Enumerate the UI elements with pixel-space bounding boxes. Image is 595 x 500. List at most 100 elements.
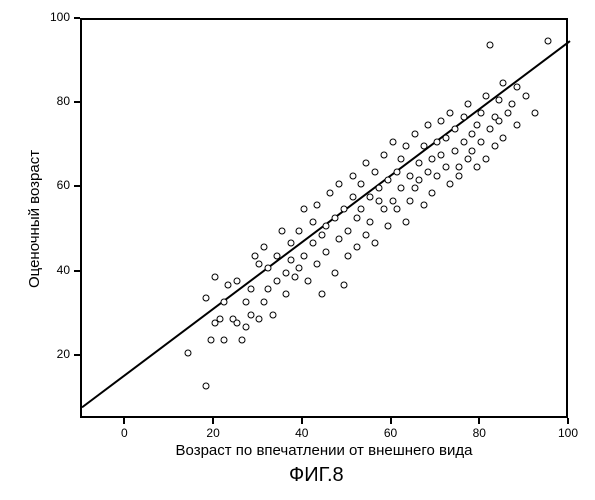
data-point [225, 282, 232, 289]
x-axis-label: Возраст по впечатлении от внешнего вида [174, 442, 474, 459]
data-point [420, 202, 427, 209]
data-point [247, 286, 254, 293]
data-point [469, 147, 476, 154]
data-point [402, 143, 409, 150]
x-tick-label: 60 [381, 426, 401, 440]
data-point [220, 337, 227, 344]
y-tick-label: 40 [46, 263, 70, 277]
data-point [274, 278, 281, 285]
data-point [385, 223, 392, 230]
data-point [323, 248, 330, 255]
data-point [234, 278, 241, 285]
data-point [425, 168, 432, 175]
data-point [380, 206, 387, 213]
data-point [482, 92, 489, 99]
data-point [260, 244, 267, 251]
data-point [260, 299, 267, 306]
data-point [340, 206, 347, 213]
y-axis-label: Оценочный возраст [26, 150, 43, 288]
x-tick-label: 0 [114, 426, 134, 440]
data-point [234, 320, 241, 327]
figure-caption: ФИГ.8 [289, 464, 344, 487]
data-point [362, 160, 369, 167]
data-point [318, 290, 325, 297]
data-point [331, 269, 338, 276]
data-point [398, 185, 405, 192]
x-tick [390, 418, 392, 424]
data-point [496, 97, 503, 104]
data-point [256, 261, 263, 268]
data-point [265, 286, 272, 293]
data-point [269, 311, 276, 318]
data-point [327, 189, 334, 196]
data-point [389, 198, 396, 205]
data-point [207, 337, 214, 344]
data-point [349, 193, 356, 200]
data-point [185, 349, 192, 356]
data-point [442, 164, 449, 171]
data-point [478, 139, 485, 146]
data-point [336, 235, 343, 242]
data-point [407, 198, 414, 205]
data-point [278, 227, 285, 234]
data-point [451, 126, 458, 133]
data-point [407, 172, 414, 179]
x-tick-label: 100 [558, 426, 578, 440]
data-point [287, 240, 294, 247]
data-point [345, 227, 352, 234]
data-point [438, 151, 445, 158]
data-point [416, 177, 423, 184]
data-point [487, 42, 494, 49]
data-point [220, 299, 227, 306]
data-point [354, 214, 361, 221]
data-point [442, 134, 449, 141]
data-point [296, 265, 303, 272]
data-point [473, 164, 480, 171]
data-point [309, 219, 316, 226]
y-tick-label: 100 [46, 10, 70, 24]
data-point [371, 240, 378, 247]
data-point [513, 84, 520, 91]
data-point [385, 177, 392, 184]
data-point [212, 273, 219, 280]
data-point [252, 252, 259, 259]
data-point [336, 181, 343, 188]
data-point [402, 219, 409, 226]
data-point [265, 265, 272, 272]
data-point [349, 172, 356, 179]
data-point [411, 185, 418, 192]
data-point [323, 223, 330, 230]
y-tick [74, 270, 80, 272]
data-point [398, 155, 405, 162]
data-point [362, 231, 369, 238]
y-tick-label: 20 [46, 347, 70, 361]
data-point [203, 383, 210, 390]
data-point [309, 240, 316, 247]
data-point [243, 324, 250, 331]
data-point [513, 122, 520, 129]
data-point [447, 109, 454, 116]
data-point [256, 315, 263, 322]
data-point [305, 278, 312, 285]
y-tick [74, 17, 80, 19]
x-tick [478, 418, 480, 424]
y-tick [74, 101, 80, 103]
data-point [345, 252, 352, 259]
data-point [283, 269, 290, 276]
data-point [420, 143, 427, 150]
data-point [393, 168, 400, 175]
data-point [283, 290, 290, 297]
data-point [460, 139, 467, 146]
data-point [247, 311, 254, 318]
data-point [473, 122, 480, 129]
data-point [314, 202, 321, 209]
data-point [429, 189, 436, 196]
data-point [274, 252, 281, 259]
x-tick [123, 418, 125, 424]
data-point [522, 92, 529, 99]
figure: { "outer_width": 595, "outer_height": 50… [0, 0, 595, 500]
y-tick [74, 354, 80, 356]
y-tick-label: 80 [46, 94, 70, 108]
data-point [380, 151, 387, 158]
data-point [433, 172, 440, 179]
